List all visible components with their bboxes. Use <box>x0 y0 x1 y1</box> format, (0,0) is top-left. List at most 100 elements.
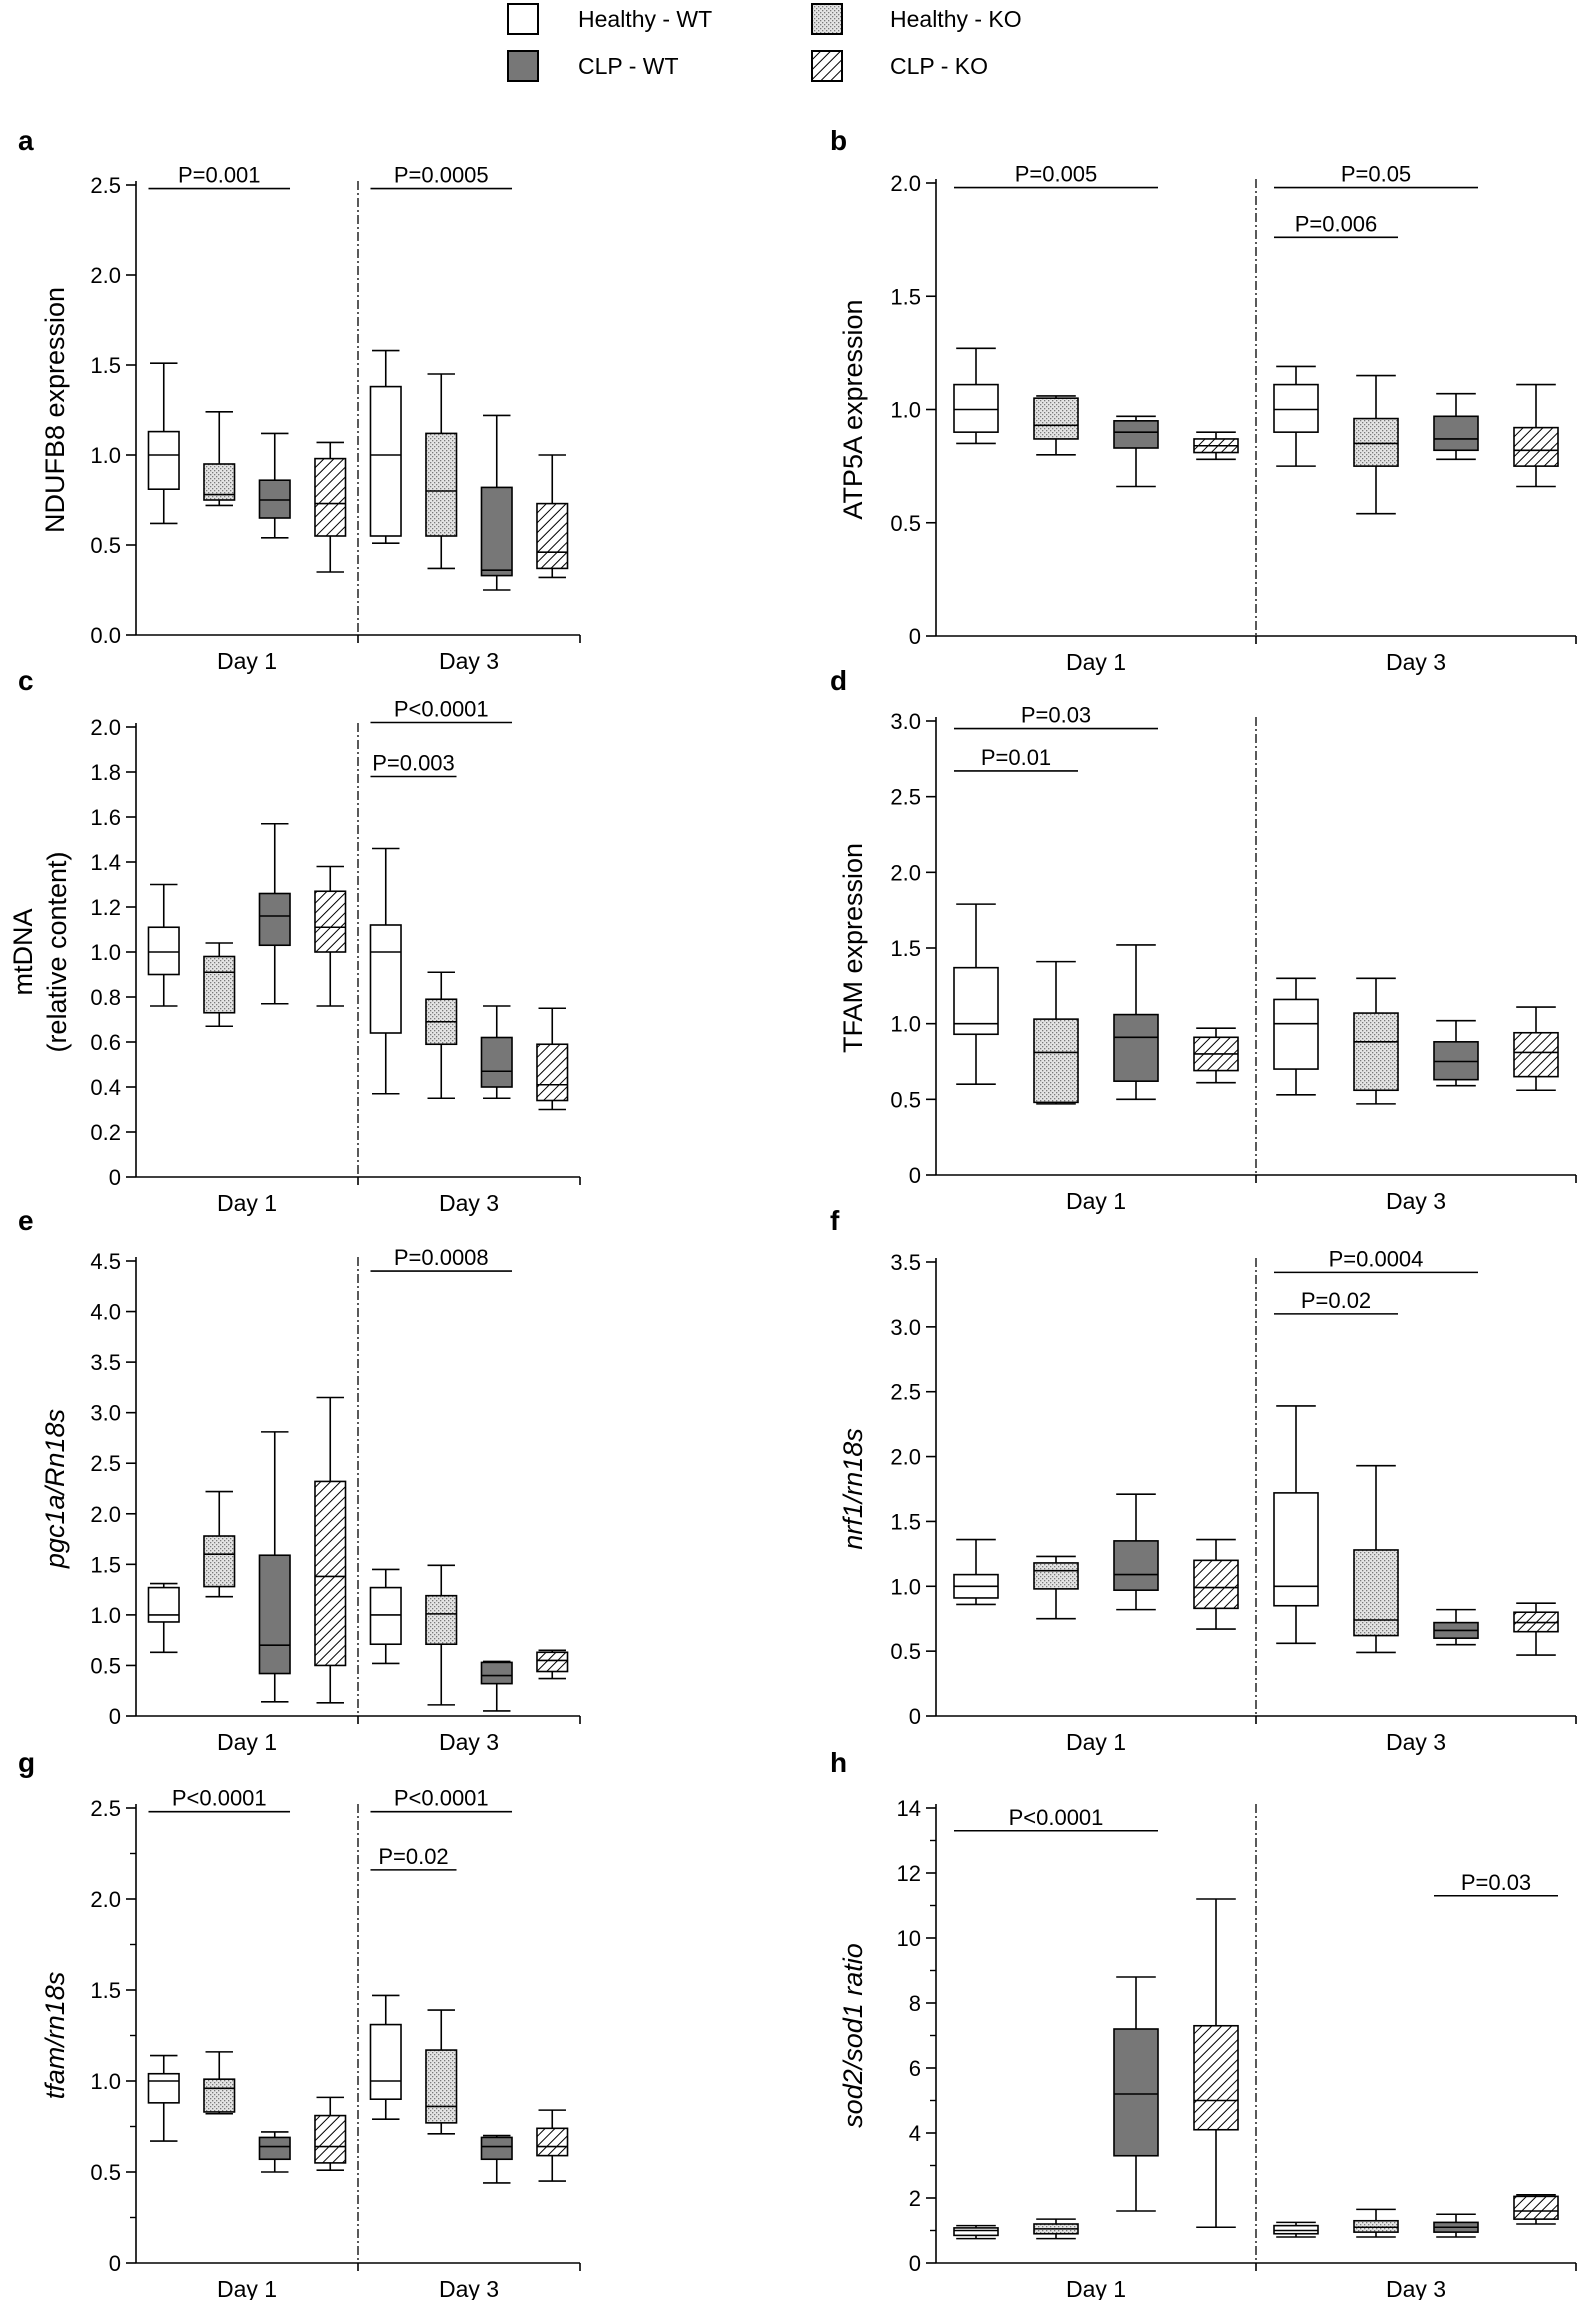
panel-letter-g: g <box>18 1747 35 1778</box>
significance-label: P=0.03 <box>1461 1870 1531 1895</box>
y-axis-label: nrf1/rn18s <box>838 1428 868 1550</box>
box-healthy-ko-day3 <box>425 971 458 1100</box>
box-body <box>953 2227 999 2237</box>
legend: Healthy - WT Healthy - KO CLP - WT CLP -… <box>507 3 1022 82</box>
y-tick-label: 1.0 <box>890 1012 921 1037</box>
significance-label: P=0.0004 <box>1329 1246 1424 1271</box>
box-body <box>314 2114 347 2164</box>
box-healthy-ko-day1 <box>203 410 236 507</box>
significance-label: P=0.03 <box>1021 703 1091 728</box>
box-body <box>369 924 402 1034</box>
box-clp-ko-day1 <box>1193 1898 1239 2229</box>
significance-bar: P=0.02 <box>1274 1288 1398 1315</box>
box-healthy-ko-day1 <box>203 942 236 1028</box>
y-tick-label: 2.5 <box>90 173 121 198</box>
y-tick-label: 1.5 <box>890 1509 921 1534</box>
significance-bar: P=0.006 <box>1274 211 1398 239</box>
box-clp-ko-day3 <box>536 454 569 579</box>
box-body <box>1193 1559 1239 1610</box>
y-tick-label: 3.0 <box>890 1315 921 1340</box>
y-tick-label: 12 <box>897 1861 921 1886</box>
panel-a: a 0.0 0.5 1.0 1.5 2.0 2.5 NDUFB8 expression Day … <box>18 125 581 674</box>
y-tick-label: 1.0 <box>90 940 121 965</box>
box-body <box>147 926 180 976</box>
box-body <box>1513 2195 1559 2220</box>
y-tick-label: 14 <box>897 1796 921 1821</box>
y-axis-label: NDUFB8 expression <box>40 287 70 533</box>
y-tick-label: 2.0 <box>90 715 121 740</box>
significance-bar: P=0.03 <box>954 703 1158 730</box>
legend-label-healthy-ko: Healthy - KO <box>890 6 1022 32</box>
y-tick-label: 0.5 <box>90 533 121 558</box>
y-axis-label-line: sod2/sod1 ratio <box>838 1943 868 2128</box>
y-tick-label: 0.2 <box>90 1120 121 1145</box>
y-tick-label: 2.0 <box>890 1445 921 1470</box>
box-clp-ko-day3 <box>536 2109 569 2182</box>
box-clp-wt-day3 <box>1433 1608 1479 1646</box>
y-tick-label: 1.5 <box>890 936 921 961</box>
panel-letter-c: c <box>18 665 34 696</box>
box-body <box>1353 417 1399 467</box>
box-healthy-wt-day3 <box>1273 1405 1319 1645</box>
category-label: Day 1 <box>217 648 277 674</box>
box-body <box>1113 2028 1159 2157</box>
y-axis-label-line: pgc1a/Rn18s <box>40 1409 70 1569</box>
panel-e: e 0 0.5 1.0 1.5 2.0 2.5 3.0 3.5 4.0 4.5 pgc1a/Rn18s… <box>18 1205 581 1755</box>
y-axis-label: mtDNA (relative content) <box>8 851 72 1052</box>
significance-bar: P<0.0001 <box>370 697 513 724</box>
box-body <box>536 502 569 570</box>
legend-swatch-healthy-ko <box>811 3 843 35</box>
legend-label-clp-ko: CLP - KO <box>890 53 988 79</box>
box-body <box>1193 2024 1239 2131</box>
box-body <box>1273 383 1319 433</box>
box-healthy-wt-day1 <box>953 1538 999 1606</box>
category-label: Day 1 <box>217 1729 277 1755</box>
category-label: Day 3 <box>439 648 499 674</box>
panel-letter-b: b <box>830 125 847 156</box>
y-tick-label: 1.2 <box>90 895 121 920</box>
significance-label: P<0.0001 <box>172 1786 267 1811</box>
box-body <box>1033 397 1079 440</box>
significance-label: P=0.01 <box>981 745 1051 770</box>
box-healthy-wt-day1 <box>953 347 999 445</box>
category-label: Day 3 <box>1386 1188 1446 1214</box>
y-tick-label: 1.0 <box>90 1603 121 1628</box>
box-body <box>536 1651 569 1673</box>
box-healthy-ko-day1 <box>203 2051 236 2115</box>
box-body <box>1513 1031 1559 1078</box>
box-clp-wt-day1 <box>1113 944 1159 1101</box>
legend-swatch-clp-ko <box>811 50 843 82</box>
y-tick-label: 10 <box>897 1926 921 1951</box>
y-tick-label: 4.0 <box>90 1300 121 1325</box>
box-clp-ko-day1 <box>314 1396 347 1704</box>
box-body <box>1033 1562 1079 1590</box>
box-clp-ko-day1 <box>1193 431 1239 461</box>
box-healthy-ko-day1 <box>1033 960 1079 1105</box>
significance-label: P<0.0001 <box>1009 1805 1104 1830</box>
y-tick-label: 1.0 <box>90 443 121 468</box>
box-body <box>480 486 513 577</box>
y-tick-label: 0 <box>109 1165 121 1190</box>
panel-h: h 0 2 4 6 8 10 12 14 sod2/sod1 ratio Day 1 Day 3 P<0… <box>830 1747 1577 2300</box>
category-label: Day 3 <box>439 1190 499 1216</box>
y-axis-label-line: (relative content) <box>42 851 72 1052</box>
box-clp-wt-day3 <box>480 1660 513 1712</box>
significance-bar: P=0.03 <box>1434 1870 1558 1897</box>
y-axis-label-line: ATP5A expression <box>838 299 868 519</box>
y-tick-label: 2.0 <box>90 263 121 288</box>
box-body <box>425 2049 458 2124</box>
y-tick-label: 0 <box>909 1163 921 1188</box>
box-body <box>369 2023 402 2100</box>
box-body <box>314 890 347 953</box>
y-tick-label: 0.0 <box>90 623 121 648</box>
box-body <box>147 1586 180 1623</box>
box-healthy-ko-day3 <box>1353 1464 1399 1654</box>
significance-bar: P=0.005 <box>954 162 1158 189</box>
y-axis-label-line: TFAM expression <box>838 843 868 1053</box>
box-body <box>258 892 291 947</box>
box-healthy-ko-day3 <box>1353 374 1399 515</box>
box-body <box>1273 2224 1319 2235</box>
box-body <box>480 2136 513 2161</box>
y-axis-label-line: tfam/rn18s <box>40 1972 70 2100</box>
